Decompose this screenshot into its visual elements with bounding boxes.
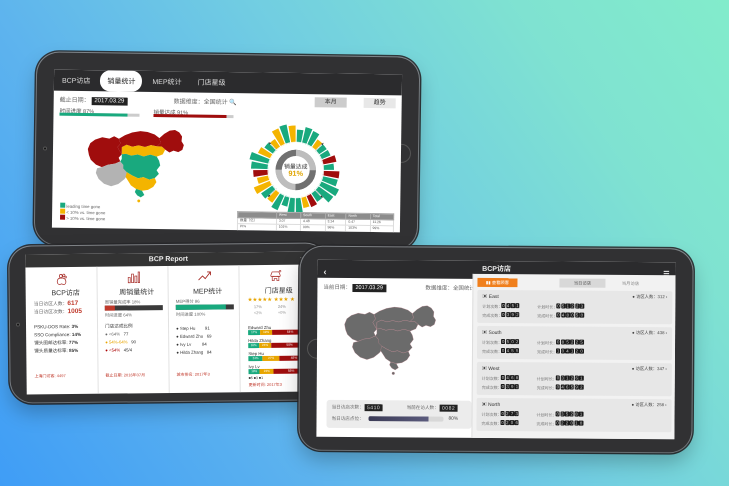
svg-text:91%: 91% — [288, 169, 303, 178]
